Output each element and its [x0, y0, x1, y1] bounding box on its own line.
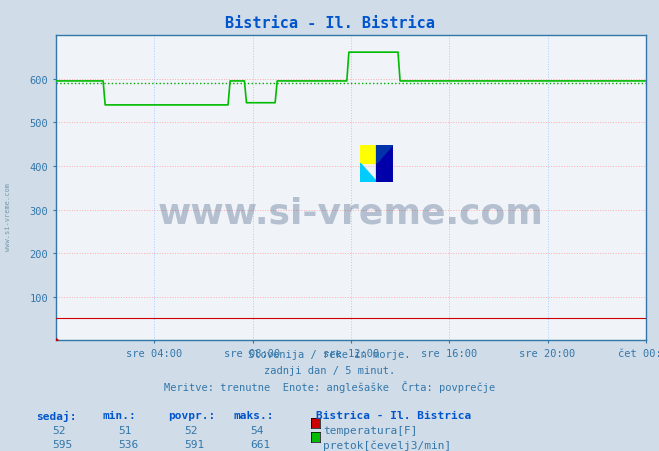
Text: 54: 54 — [250, 425, 264, 435]
Text: 52: 52 — [53, 425, 66, 435]
Bar — [360, 146, 376, 164]
Text: 591: 591 — [185, 439, 205, 449]
Text: 51: 51 — [119, 425, 132, 435]
Text: Bistrica - Il. Bistrica: Bistrica - Il. Bistrica — [225, 16, 434, 31]
Text: pretok[čevelj3/min]: pretok[čevelj3/min] — [323, 439, 451, 450]
Text: Slovenija / reke in morje.: Slovenija / reke in morje. — [248, 350, 411, 359]
Text: 536: 536 — [119, 439, 139, 449]
Text: povpr.:: povpr.: — [168, 410, 215, 420]
Text: min.:: min.: — [102, 410, 136, 420]
Text: 52: 52 — [185, 425, 198, 435]
Text: sedaj:: sedaj: — [36, 410, 76, 421]
Polygon shape — [376, 146, 393, 182]
Polygon shape — [360, 164, 376, 182]
Text: Bistrica - Il. Bistrica: Bistrica - Il. Bistrica — [316, 410, 472, 420]
Text: www.si-vreme.com: www.si-vreme.com — [158, 196, 544, 230]
Text: Meritve: trenutne  Enote: anglešaške  Črta: povprečje: Meritve: trenutne Enote: anglešaške Črta… — [164, 380, 495, 392]
Text: 661: 661 — [250, 439, 271, 449]
Text: temperatura[F]: temperatura[F] — [323, 425, 417, 435]
Text: 595: 595 — [53, 439, 73, 449]
Text: maks.:: maks.: — [234, 410, 274, 420]
Polygon shape — [376, 146, 393, 164]
Text: www.si-vreme.com: www.si-vreme.com — [5, 183, 11, 250]
Text: zadnji dan / 5 minut.: zadnji dan / 5 minut. — [264, 365, 395, 375]
